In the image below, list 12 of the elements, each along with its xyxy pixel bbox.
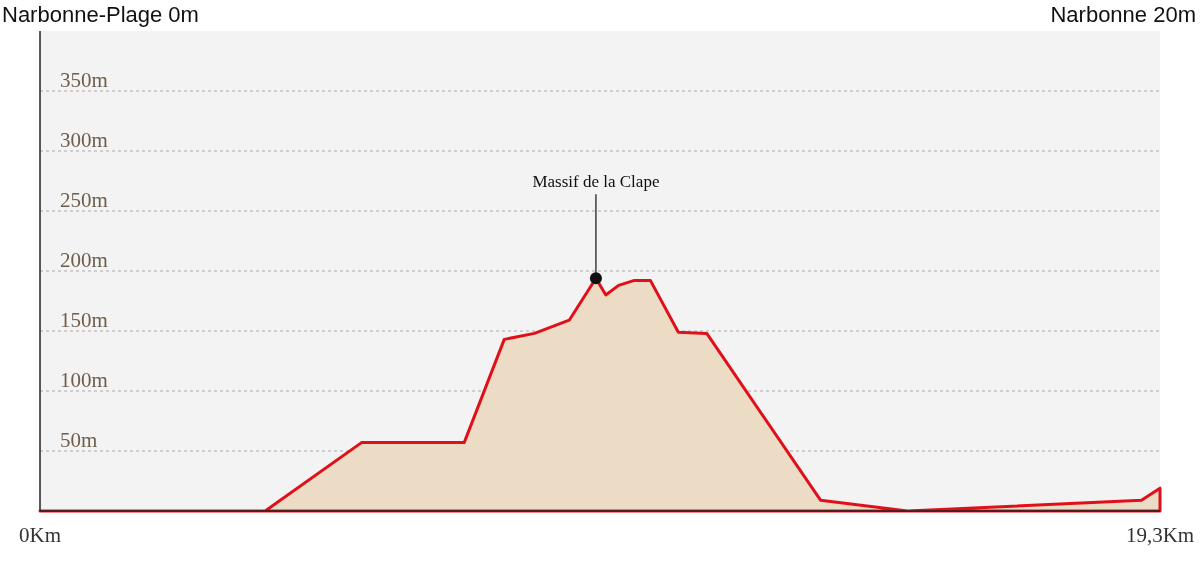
y-tick-label: 100m [60,368,108,392]
y-tick-label: 150m [60,308,108,332]
x-tick-label: 19,3Km [1125,523,1195,547]
y-tick-label: 250m [60,188,108,212]
y-tick-label: 350m [60,68,108,92]
x-tick-label: 0Km [19,523,61,547]
annotation: Massif de la Clape [532,172,660,192]
y-tick-label: 300m [60,128,108,152]
text: Narbonne 20m [1050,2,1196,27]
y-tick-label: 50m [60,428,98,452]
y-tick-label: 200m [60,248,108,272]
text: Narbonne-Plage 0m [2,2,199,27]
